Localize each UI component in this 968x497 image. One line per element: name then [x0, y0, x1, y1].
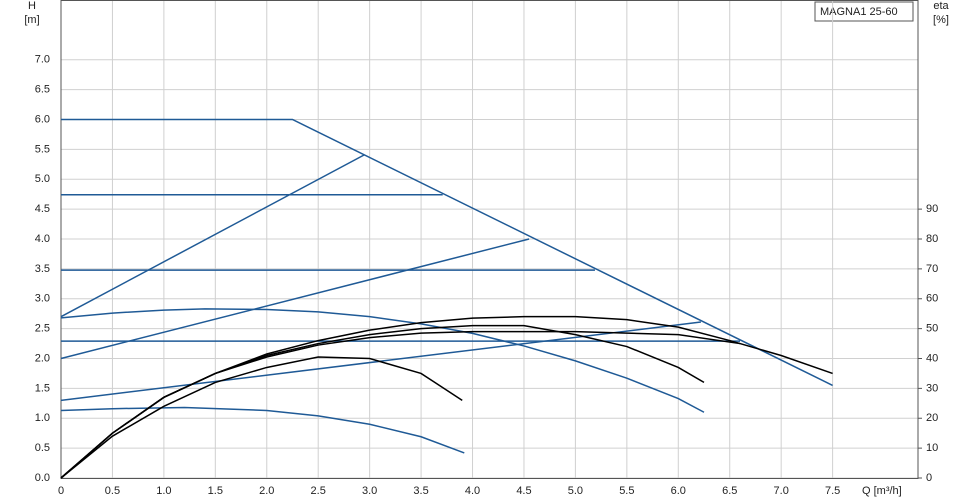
x-tick-label: 2.5 — [311, 485, 326, 497]
y-tick-label: 5.0 — [35, 173, 50, 185]
legend-label: MAGNA1 25-60 — [820, 6, 898, 18]
y-tick-label: 4.5 — [35, 203, 50, 215]
y-tick-label: 5.5 — [35, 143, 50, 155]
y-tick-label: 2.0 — [35, 352, 50, 364]
y-tick-label: 0.0 — [35, 472, 50, 484]
y2-tick-label: 20 — [926, 412, 938, 424]
x-tick-label: 6.0 — [671, 485, 686, 497]
x-tick-label: 0.5 — [105, 485, 120, 497]
x-tick-label: 5.5 — [619, 485, 634, 497]
y-axis-unit: [m] — [24, 14, 39, 26]
y2-tick-label: 40 — [926, 352, 938, 364]
head-curve — [60, 154, 365, 318]
head-curve — [61, 118, 833, 387]
y2-tick-label: 30 — [926, 382, 938, 394]
y-tick-label: 0.5 — [35, 442, 50, 454]
x-tick-label: 1.0 — [156, 485, 171, 497]
y-tick-label: 6.0 — [35, 113, 50, 125]
y-tick-label: 4.0 — [35, 233, 50, 245]
y2-tick-label: 60 — [926, 293, 938, 305]
y2-tick-label: 80 — [926, 233, 938, 245]
y-tick-label: 3.0 — [35, 293, 50, 305]
y2-tick-label: 50 — [926, 323, 938, 335]
x-axis-label: Q [m³/h] — [862, 485, 902, 497]
y2-tick-label: 90 — [926, 203, 938, 215]
y-tick-label: 1.5 — [35, 382, 50, 394]
x-tick-label: 7.5 — [825, 485, 840, 497]
y2-tick-label: 0 — [926, 472, 932, 484]
x-tick-label: 0 — [58, 485, 64, 497]
y-tick-label: 7.0 — [35, 54, 50, 66]
head-curve — [60, 238, 530, 360]
x-tick-label: 5.0 — [568, 485, 583, 497]
x-tick-label: 3.5 — [413, 485, 428, 497]
y2-axis-unit: [%] — [933, 14, 949, 26]
x-tick-label: 3.0 — [362, 485, 377, 497]
legend-box — [814, 1, 914, 22]
y-axis-label: H — [28, 0, 36, 12]
efficiency-curve — [60, 356, 463, 479]
y2-tick-label: 70 — [926, 263, 938, 275]
x-tick-label: 2.0 — [259, 485, 274, 497]
x-tick-label: 7.0 — [774, 485, 789, 497]
y-tick-label: 2.5 — [35, 323, 50, 335]
head-curve — [60, 406, 465, 454]
x-tick-label: 6.5 — [722, 485, 737, 497]
efficiency-curve — [60, 330, 741, 479]
head-curve — [60, 308, 705, 413]
y-tick-label: 3.5 — [35, 263, 50, 275]
x-tick-label: 4.0 — [465, 485, 480, 497]
x-tick-label: 1.5 — [208, 485, 223, 497]
y2-axis-label: eta — [933, 0, 949, 12]
y-tick-label: 6.5 — [35, 84, 50, 96]
plot-frame — [60, 0, 919, 479]
x-tick-label: 4.5 — [516, 485, 531, 497]
y-tick-label: 1.0 — [35, 412, 50, 424]
y2-tick-label: 10 — [926, 442, 938, 454]
